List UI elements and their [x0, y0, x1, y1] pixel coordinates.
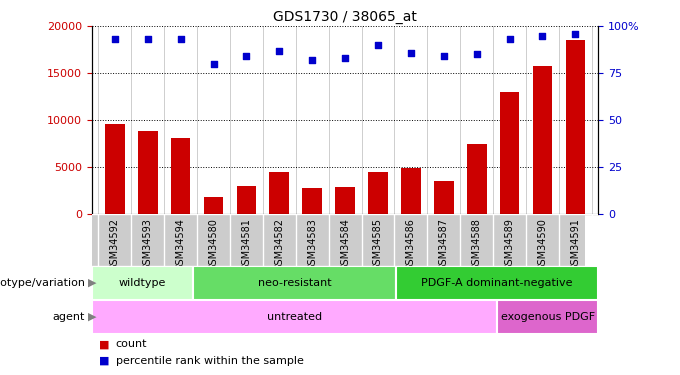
Text: exogenous PDGF: exogenous PDGF [500, 312, 595, 322]
Bar [335, 188, 355, 214]
Bar [171, 138, 190, 214]
Bar [92, 300, 497, 334]
Text: GSM34583: GSM34583 [307, 218, 317, 271]
Text: GSM34594: GSM34594 [175, 218, 186, 271]
Text: GSM34588: GSM34588 [472, 218, 481, 271]
Text: untreated: untreated [267, 312, 322, 322]
Text: ■: ■ [99, 339, 109, 349]
Point [340, 55, 351, 61]
Text: wildtype: wildtype [119, 278, 166, 288]
Bar [532, 66, 552, 214]
Text: agent: agent [52, 312, 85, 322]
Text: GSM34593: GSM34593 [143, 218, 153, 271]
Point [109, 36, 120, 42]
Bar [434, 181, 454, 214]
Text: GSM34585: GSM34585 [373, 218, 383, 271]
Text: GSM34589: GSM34589 [505, 218, 515, 271]
Bar [396, 266, 598, 300]
Text: GSM34590: GSM34590 [537, 218, 547, 271]
Point [373, 42, 384, 48]
Bar [497, 300, 598, 334]
Point [175, 36, 186, 42]
Bar [138, 131, 158, 214]
Text: PDGF-A dominant-negative: PDGF-A dominant-negative [422, 278, 573, 288]
Text: genotype/variation: genotype/variation [0, 278, 85, 288]
Text: percentile rank within the sample: percentile rank within the sample [116, 356, 303, 366]
Text: ▶: ▶ [88, 312, 97, 322]
Point [241, 53, 252, 59]
Point [537, 33, 548, 39]
Text: ■: ■ [99, 356, 109, 366]
Point [142, 36, 153, 42]
Text: GSM34580: GSM34580 [209, 218, 218, 271]
Bar [466, 144, 487, 214]
Bar [237, 186, 256, 214]
Text: GSM34592: GSM34592 [110, 218, 120, 271]
Text: GSM34587: GSM34587 [439, 218, 449, 271]
Bar [193, 266, 396, 300]
Bar [203, 197, 224, 214]
Bar [500, 92, 520, 214]
Text: GSM34582: GSM34582 [274, 218, 284, 271]
Bar [105, 124, 124, 214]
Point [405, 50, 416, 55]
Bar [368, 172, 388, 214]
Text: neo-resistant: neo-resistant [258, 278, 331, 288]
Text: GSM34591: GSM34591 [571, 218, 580, 271]
Point [439, 53, 449, 59]
Text: GSM34581: GSM34581 [241, 218, 252, 271]
Title: GDS1730 / 38065_at: GDS1730 / 38065_at [273, 10, 417, 24]
Point [307, 57, 318, 63]
Point [274, 48, 285, 54]
Bar [566, 40, 585, 214]
Bar [401, 168, 421, 214]
Bar [303, 188, 322, 214]
Point [504, 36, 515, 42]
Text: ▶: ▶ [88, 278, 97, 288]
Point [570, 31, 581, 37]
Text: GSM34586: GSM34586 [406, 218, 416, 271]
Point [208, 61, 219, 67]
Text: count: count [116, 339, 147, 349]
Text: GSM34584: GSM34584 [340, 218, 350, 271]
Point [471, 51, 482, 57]
Bar [269, 172, 289, 214]
Bar [92, 266, 193, 300]
